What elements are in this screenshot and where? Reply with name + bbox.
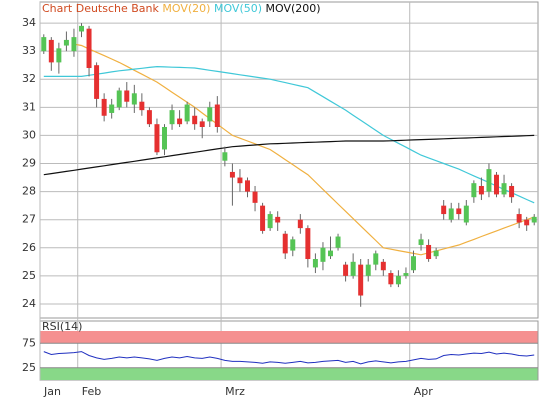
y-tick-label: 75 — [22, 336, 36, 349]
x-tick-label: Apr — [414, 385, 434, 398]
candle-body — [388, 273, 394, 285]
candle-body — [305, 228, 311, 260]
candle-body — [169, 110, 175, 125]
candle-body — [380, 261, 386, 271]
candle-body — [63, 39, 69, 46]
y-tick-label: 29 — [22, 157, 36, 170]
legend: Chart Deutsche Bank MOV(20) MOV(50) MOV(… — [42, 2, 321, 15]
x-tick-label: Feb — [82, 385, 101, 398]
candle-body — [403, 273, 409, 276]
y-tick-label: 24 — [22, 297, 36, 310]
candle-body — [237, 177, 243, 184]
candle-body — [48, 39, 54, 63]
legend-entry: MOV(200) — [266, 2, 321, 15]
candle-body — [282, 233, 288, 254]
candle-body — [456, 208, 462, 215]
moving-average-line — [43, 65, 535, 204]
candle-body — [214, 104, 220, 127]
candle-body — [343, 264, 349, 276]
candle-body — [411, 256, 416, 271]
candle-body — [124, 90, 130, 102]
candle-body — [41, 37, 47, 52]
candle-body — [358, 264, 364, 296]
candle-body — [154, 124, 160, 153]
candle-body — [79, 25, 84, 32]
candle-body — [350, 261, 356, 276]
y-tick-label: 26 — [22, 241, 36, 254]
candle-body — [320, 247, 326, 262]
candle-body — [297, 219, 303, 229]
candle-body — [426, 244, 432, 260]
candle-body — [116, 90, 122, 108]
candle-body — [56, 48, 62, 63]
candle-body — [290, 239, 296, 251]
candle-body — [531, 216, 537, 223]
moving-average-line — [73, 43, 535, 256]
price-frame — [39, 1, 539, 319]
chart-title: Chart Deutsche Bank — [42, 2, 160, 15]
candle-body — [229, 171, 235, 178]
candle-body — [207, 107, 213, 122]
candle-body — [192, 115, 198, 125]
y-tick-label: 33 — [22, 44, 36, 57]
candle-body — [162, 126, 167, 150]
candle-body — [524, 219, 530, 226]
candle-body — [71, 37, 77, 52]
legend-entry: MOV(20) — [162, 2, 210, 15]
rsi-zone — [40, 331, 538, 344]
y-tick-label: 25 — [22, 269, 36, 282]
candle-body — [395, 275, 401, 285]
candle-body — [275, 216, 281, 223]
candle-body — [94, 65, 100, 99]
candle-body — [494, 174, 499, 195]
candle-body — [328, 250, 333, 257]
x-tick-label: Mrz — [225, 385, 245, 398]
candle-body — [501, 183, 507, 195]
candle-body — [252, 191, 258, 203]
candle-body — [260, 205, 266, 231]
candle-body — [312, 259, 318, 268]
candle-body — [146, 110, 152, 125]
candle-body — [131, 93, 137, 105]
y-tick-label: 31 — [22, 100, 36, 113]
candle-body — [478, 185, 484, 195]
y-tick-label: 30 — [22, 128, 36, 141]
y-tick-label: 34 — [22, 16, 36, 29]
candle-body — [433, 250, 439, 257]
candle-body — [441, 205, 447, 215]
rsi-title: RSI(14) — [42, 320, 82, 333]
moving-average-line — [43, 134, 535, 176]
candle-body — [222, 152, 228, 161]
y-tick-label: 32 — [22, 72, 36, 85]
y-tick-label: 28 — [22, 185, 36, 198]
rsi-zone — [40, 367, 538, 380]
candle-body — [335, 236, 341, 248]
candle-body — [101, 98, 107, 116]
candle-body — [365, 264, 371, 276]
candle-body — [109, 104, 115, 113]
candle-body — [86, 28, 92, 69]
candle-body — [418, 239, 424, 245]
candle-body — [199, 121, 205, 127]
candle-body — [509, 185, 515, 198]
candle-body — [177, 118, 183, 125]
candle-body — [516, 214, 522, 223]
candle-body — [373, 253, 379, 265]
candle-body — [471, 183, 477, 198]
candle-body — [184, 104, 190, 122]
y-tick-label: 25 — [22, 361, 36, 374]
candle-body — [267, 214, 273, 229]
x-tick-label: Jan — [43, 385, 61, 398]
y-tick-label: 27 — [22, 213, 36, 226]
candle-body — [486, 169, 492, 192]
candle-body — [448, 208, 454, 220]
legend-entry: MOV(50) — [214, 2, 262, 15]
rsi-line — [43, 351, 535, 365]
candle-body — [245, 180, 250, 192]
candle-body — [139, 101, 145, 111]
candle-body — [463, 205, 469, 223]
